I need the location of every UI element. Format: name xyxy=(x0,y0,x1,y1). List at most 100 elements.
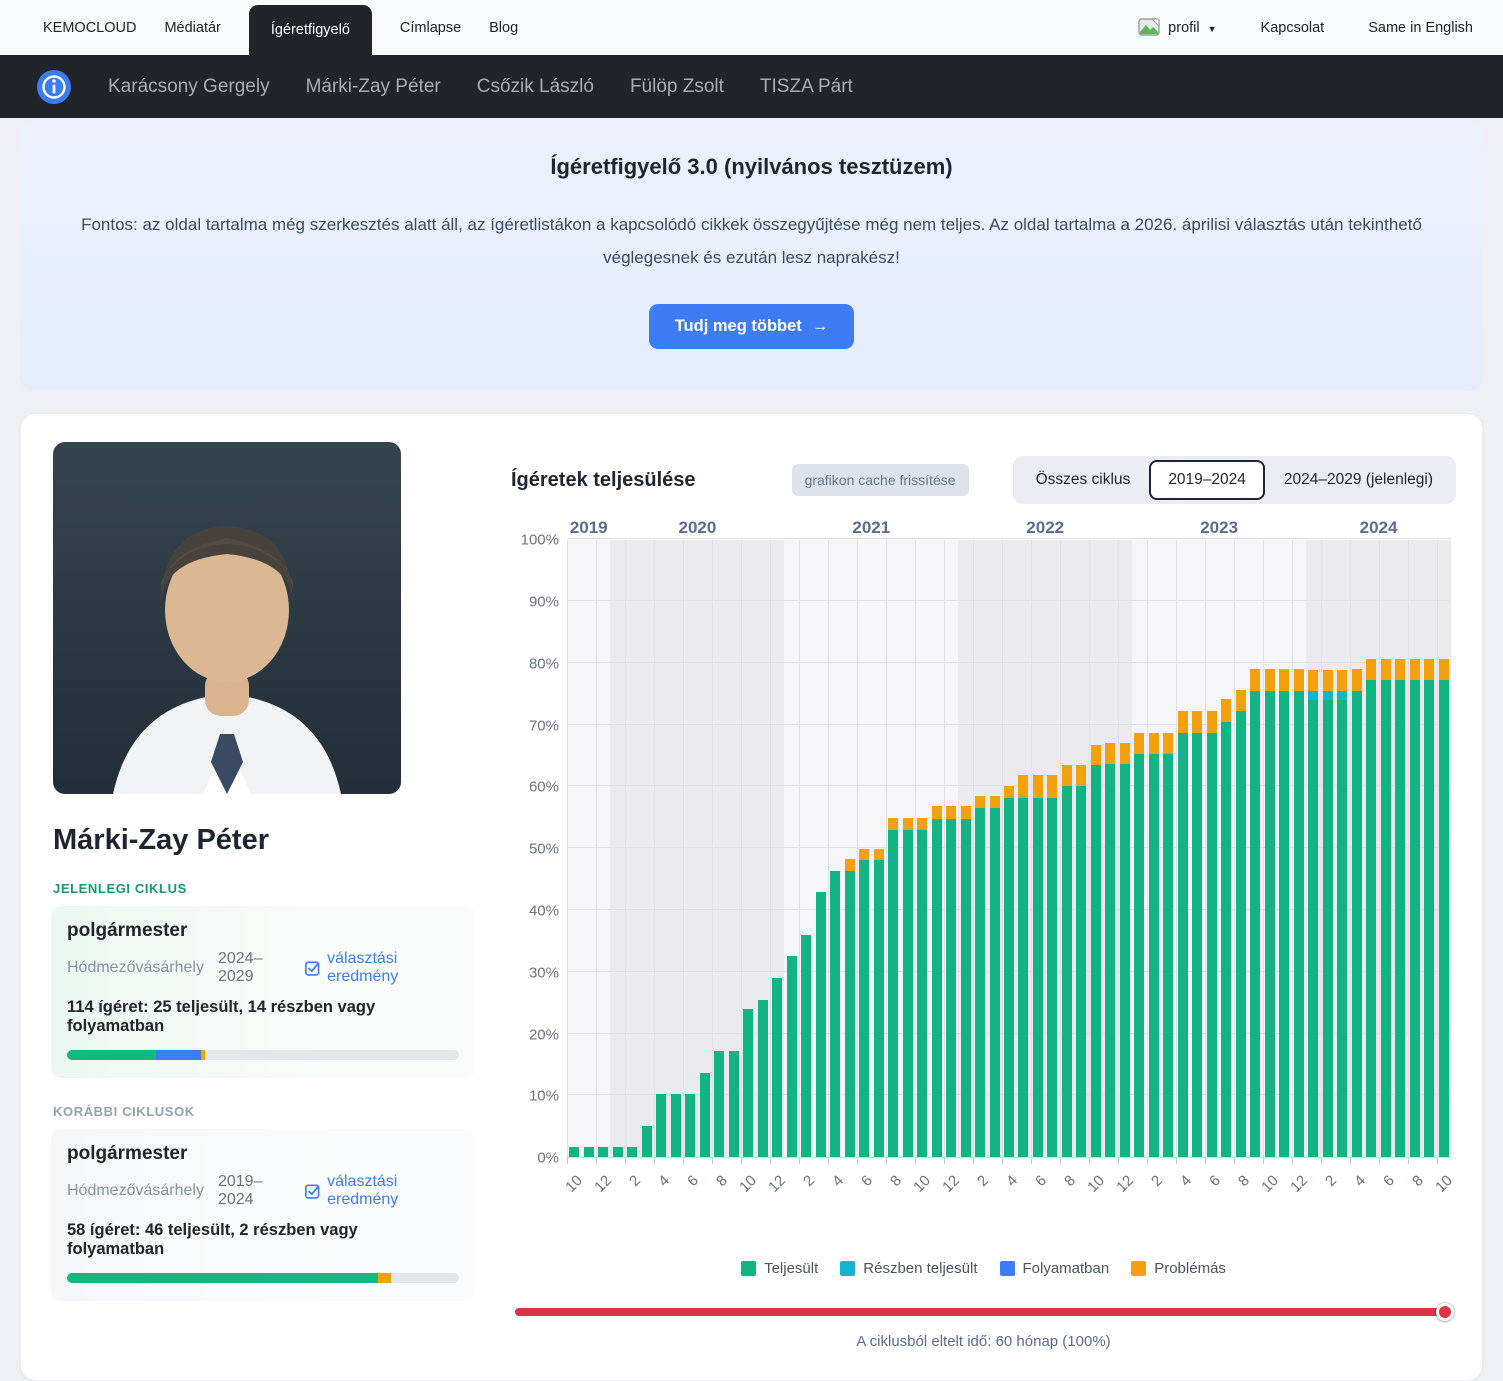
bar-segment-problemas xyxy=(1206,711,1217,733)
bar-segment-problemas xyxy=(1105,742,1116,765)
legend-swatch-folyamatban xyxy=(999,1261,1015,1277)
politician-link[interactable]: TISZA Párt xyxy=(759,75,853,97)
topnav-item-blog[interactable]: Blog xyxy=(489,19,519,36)
bar-segment-teljesult xyxy=(902,829,913,1158)
chart-bar xyxy=(699,1073,710,1158)
bar-segment-teljesult xyxy=(641,1125,652,1158)
bar-segment-problemas xyxy=(1235,690,1246,712)
progress-segment-green xyxy=(67,1273,378,1284)
gridline-v xyxy=(1030,540,1032,1158)
bar-segment-teljesult xyxy=(728,1051,739,1158)
politician-link[interactable]: Fülöp Zsolt xyxy=(629,75,724,97)
chart-bar xyxy=(1322,670,1333,1158)
bar-segment-teljesult xyxy=(917,829,928,1158)
year-band-2020 xyxy=(610,540,785,1158)
chart-bar xyxy=(1061,765,1072,1158)
politician-card: Márki-Zay Péter JELENLEGI CIKLUS polgárm… xyxy=(20,413,1483,1381)
year-label: 2019 xyxy=(569,518,608,538)
bar-segment-problemas xyxy=(1380,658,1391,680)
hero-banner: Ígéretfigyelő 3.0 (nyilvános tesztüzem) … xyxy=(20,120,1483,392)
bar-segment-teljesult xyxy=(714,1051,725,1158)
bar-segment-teljesult xyxy=(1061,786,1072,1158)
bar-segment-teljesult xyxy=(1192,732,1203,1158)
bar-segment-problemas xyxy=(873,848,884,861)
chart-bar xyxy=(888,818,899,1158)
portrait-placeholder xyxy=(53,442,401,795)
y-tick-label: 90% xyxy=(528,593,559,611)
language-link[interactable]: Same in English xyxy=(1368,19,1473,36)
gridline-v xyxy=(1233,540,1235,1158)
chart-bar xyxy=(1119,742,1130,1158)
cycle-tab[interactable]: Összes ciklus xyxy=(1017,460,1150,500)
current-cycle-card: polgármester Hódmezővásárhely 2024–2029 … xyxy=(51,906,475,1079)
x-tickmark xyxy=(1001,1158,1003,1165)
election-result-link[interactable]: választási eredmény xyxy=(304,950,459,986)
promise-chart: 2019 2020 2021 2022 2023 2024 10 12 2 4 6 8 10 12 2 4 6… xyxy=(511,518,1456,1350)
year-label: 2020 xyxy=(678,518,717,538)
gridline-h xyxy=(567,538,1451,540)
chart-bar xyxy=(612,1146,623,1158)
chart-bar xyxy=(1293,669,1304,1158)
promise-progress-bar xyxy=(67,1273,459,1284)
bar-segment-teljesult xyxy=(598,1146,609,1158)
bar-segment-teljesult xyxy=(1250,691,1261,1158)
year-label: 2024 xyxy=(1359,518,1398,538)
x-tickmark xyxy=(653,1158,655,1165)
slider-track[interactable] xyxy=(515,1308,1452,1317)
gridline-v xyxy=(972,540,974,1158)
gridline-v xyxy=(1291,540,1293,1158)
bar-segment-problemas xyxy=(1090,745,1101,766)
chart-bar xyxy=(902,818,913,1158)
bar-segment-teljesult xyxy=(859,860,870,1158)
topnav-item-médiatár[interactable]: Médiatár xyxy=(164,19,221,36)
learn-more-button[interactable]: Tudj meg többet → xyxy=(648,304,855,350)
info-icon[interactable] xyxy=(36,69,72,105)
bar-segment-problemas xyxy=(1264,669,1275,692)
politician-link[interactable]: Csőzik László xyxy=(476,75,594,97)
chart-bar xyxy=(859,848,870,1158)
cycle-tab[interactable]: 2019–2024 xyxy=(1149,460,1265,501)
chart-x-axis: 10 12 2 4 6 8 10 12 2 4 6 8 10 12 2 4 6 8 10 12 2 4 6 8 10 12 2 4 6 8… xyxy=(562,1158,1456,1210)
cycle-years: 2019–2024 xyxy=(217,1173,263,1209)
chart-bar xyxy=(1076,765,1087,1158)
bar-segment-problemas xyxy=(1424,658,1435,680)
bar-segment-teljesult xyxy=(1279,691,1290,1158)
topnav-item-címlapse[interactable]: Címlapse xyxy=(399,19,462,36)
y-tick-label: 50% xyxy=(528,840,559,858)
chart-bar xyxy=(1424,658,1435,1158)
politician-link[interactable]: Karácsony Gergely xyxy=(108,75,270,97)
profile-menu[interactable]: profil ▼ xyxy=(1138,18,1217,37)
chart-bar xyxy=(685,1094,696,1158)
chart-bar xyxy=(1105,742,1116,1158)
gridline-v xyxy=(624,540,626,1158)
cycle-tab[interactable]: 2024–2029 (jelenlegi) xyxy=(1265,460,1452,500)
kapcsolat-link[interactable]: Kapcsolat xyxy=(1260,19,1325,36)
politician-link[interactable]: Márki-Zay Péter xyxy=(305,75,441,97)
slider-knob[interactable] xyxy=(1436,1303,1454,1322)
election-result-link[interactable]: választási eredmény xyxy=(304,1173,459,1209)
bar-segment-teljesult xyxy=(1221,722,1232,1158)
refresh-cache-button[interactable]: grafikon cache frissítése xyxy=(791,464,969,497)
bar-segment-teljesult xyxy=(1380,679,1391,1158)
bar-segment-teljesult xyxy=(1018,797,1029,1158)
bar-segment-problemas xyxy=(931,806,942,819)
chart-bar xyxy=(1032,774,1043,1158)
bar-segment-teljesult xyxy=(1076,786,1087,1158)
y-tick-label: 0% xyxy=(537,1149,559,1167)
legend-label: Folyamatban xyxy=(1022,1260,1110,1278)
gridline-v xyxy=(682,540,684,1158)
topnav-item-kemocloud[interactable]: KEMOCLOUD xyxy=(43,19,137,36)
bar-segment-teljesult xyxy=(1438,679,1449,1158)
chart-bar xyxy=(1380,658,1391,1158)
bar-segment-reszben xyxy=(1337,690,1348,700)
chart-bar xyxy=(627,1146,638,1158)
gridline-v xyxy=(1407,540,1409,1158)
chart-bar xyxy=(844,858,855,1158)
chart-bar xyxy=(946,806,957,1158)
topnav-item-ígéretfigyelő[interactable]: Ígéretfigyelő xyxy=(248,5,372,55)
bar-segment-teljesult xyxy=(960,818,971,1158)
chart-bar xyxy=(1163,732,1174,1158)
chart-bar xyxy=(656,1094,667,1158)
cycle-meta: Hódmezővásárhely 2024–2029 választási er… xyxy=(67,950,459,986)
y-tick-label: 40% xyxy=(528,902,559,920)
